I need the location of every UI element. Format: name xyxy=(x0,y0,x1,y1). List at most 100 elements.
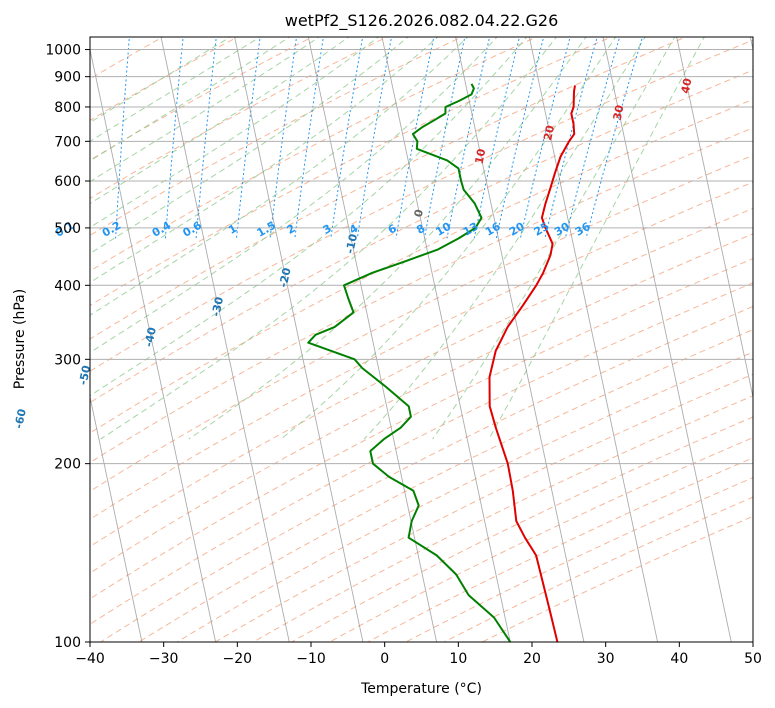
mixing-ratio-label: 10 xyxy=(434,220,454,239)
mixing-ratio-label: 1.5 xyxy=(255,219,278,240)
dry-adiabat xyxy=(90,37,613,307)
dry-adiabat xyxy=(90,207,753,548)
dry-adiabat xyxy=(290,416,753,642)
x-tick-label: −40 xyxy=(75,651,105,667)
moist-adiabat xyxy=(280,37,617,440)
dry-adiabat xyxy=(252,395,753,642)
mixing-ratio-line xyxy=(195,37,217,239)
isotherm-line xyxy=(602,37,732,642)
dry-adiabat xyxy=(366,457,753,642)
mixing-ratio-line xyxy=(519,37,571,239)
isotherm-line xyxy=(676,37,753,400)
mixing-ratio-label: 0.4 xyxy=(150,219,174,240)
x-tick-label: 30 xyxy=(597,651,615,667)
y-axis-label: Pressure (hPa) xyxy=(12,289,28,389)
isotherm-line xyxy=(160,37,290,642)
dry-adiabat xyxy=(328,437,753,642)
moist-adiabat xyxy=(363,37,646,440)
moist-adiabat xyxy=(90,37,498,354)
moist-adiabat xyxy=(488,37,705,440)
mixing-ratio-line xyxy=(356,37,393,239)
moist-adiabat xyxy=(90,37,469,316)
dry-adiabat xyxy=(481,515,753,642)
y-tick-label: 300 xyxy=(54,352,81,368)
isotherm-label: -10 xyxy=(343,232,360,254)
x-tick-label: 50 xyxy=(744,651,762,667)
isotherm-label: 0 xyxy=(412,208,426,219)
dry-adiabat xyxy=(137,329,753,642)
mixing-ratio-label: 3 xyxy=(321,222,334,237)
dry-adiabat xyxy=(90,39,753,372)
mixing-ratio-line xyxy=(544,37,598,239)
isotherm-line xyxy=(90,394,143,642)
isotherm-label: -30 xyxy=(209,295,226,317)
y-tick-label: 900 xyxy=(54,70,81,86)
x-tick-label: −20 xyxy=(223,651,253,667)
dry-adiabat xyxy=(90,233,753,574)
moist-adiabat xyxy=(90,37,320,183)
x-tick-label: 40 xyxy=(670,651,688,667)
y-tick-label: 1000 xyxy=(45,43,81,59)
mixing-ratio-line xyxy=(330,37,364,239)
dry-adiabat xyxy=(90,37,239,121)
isotherm-label: -40 xyxy=(142,326,159,348)
mixing-ratio-line xyxy=(294,37,324,239)
isotherm-line xyxy=(0,35,71,656)
mixing-ratio-line xyxy=(473,37,521,239)
background-lines xyxy=(0,35,753,656)
moist-adiabat xyxy=(90,37,439,284)
x-tick-label: −30 xyxy=(149,651,179,667)
isotherm-line xyxy=(749,37,753,52)
isotherm-label: 40 xyxy=(679,77,695,95)
chart-title: wetPf2_S126.2026.082.04.22.G26 xyxy=(285,11,559,31)
y-tick-label: 500 xyxy=(54,221,81,237)
moist-adiabat xyxy=(90,37,409,255)
moist-adiabat xyxy=(90,37,380,228)
moist-adiabat xyxy=(90,37,232,124)
y-tick-label: 800 xyxy=(54,100,81,116)
mixing-ratio-line xyxy=(236,37,261,239)
mixing-ratio-line xyxy=(115,37,130,239)
y-tick-label: 700 xyxy=(54,134,81,150)
y-tick-label: 200 xyxy=(54,457,81,473)
isotherm-label: -60 xyxy=(12,407,29,429)
dry-adiabat xyxy=(90,37,314,161)
mixing-ratio-line xyxy=(164,37,184,239)
mixing-ratio-line xyxy=(495,37,545,239)
x-tick-label: 10 xyxy=(449,651,467,667)
mixing-ratio-label: 16 xyxy=(483,220,503,239)
x-axis: −40 −30 −20 −10 0 10 20 30 40 50 xyxy=(75,642,762,667)
x-tick-label: 0 xyxy=(380,651,389,667)
dry-adiabat xyxy=(90,127,753,464)
y-tick-label: 400 xyxy=(54,278,81,294)
isotherm-line xyxy=(307,37,438,642)
x-tick-label: 20 xyxy=(523,651,541,667)
temperature-profile xyxy=(488,85,576,642)
dry-adiabat xyxy=(90,98,753,434)
x-tick-label: −10 xyxy=(296,651,326,667)
mixing-ratio-label: 1 xyxy=(226,222,239,237)
mixing-ratio-line xyxy=(423,37,466,239)
pressure-gridlines xyxy=(90,49,753,642)
mixing-ratio-line xyxy=(564,37,621,239)
mixing-ratio-line xyxy=(446,37,491,239)
mixing-ratio-label: 2 xyxy=(284,222,297,237)
dry-adiabat xyxy=(90,154,753,492)
dry-adiabat xyxy=(214,373,753,642)
dry-adiabat xyxy=(404,477,753,642)
y-tick-label: 100 xyxy=(54,635,81,651)
isotherm-line xyxy=(234,37,364,642)
mixing-ratio-line xyxy=(585,37,644,239)
moist-adiabat xyxy=(90,37,350,205)
isotherm-label: -50 xyxy=(76,364,93,386)
y-axis: 100 200 300 400 500 600 700 800 900 1000 xyxy=(45,43,90,651)
dry-adiabat xyxy=(90,69,753,404)
isotherm-line xyxy=(381,37,511,642)
plot-frame xyxy=(89,36,754,643)
isotherm-label: 20 xyxy=(541,124,557,142)
dry-adiabat xyxy=(90,181,753,520)
dry-adiabat xyxy=(90,37,388,199)
profile-lines xyxy=(307,83,576,642)
dry-adiabat xyxy=(90,37,463,236)
